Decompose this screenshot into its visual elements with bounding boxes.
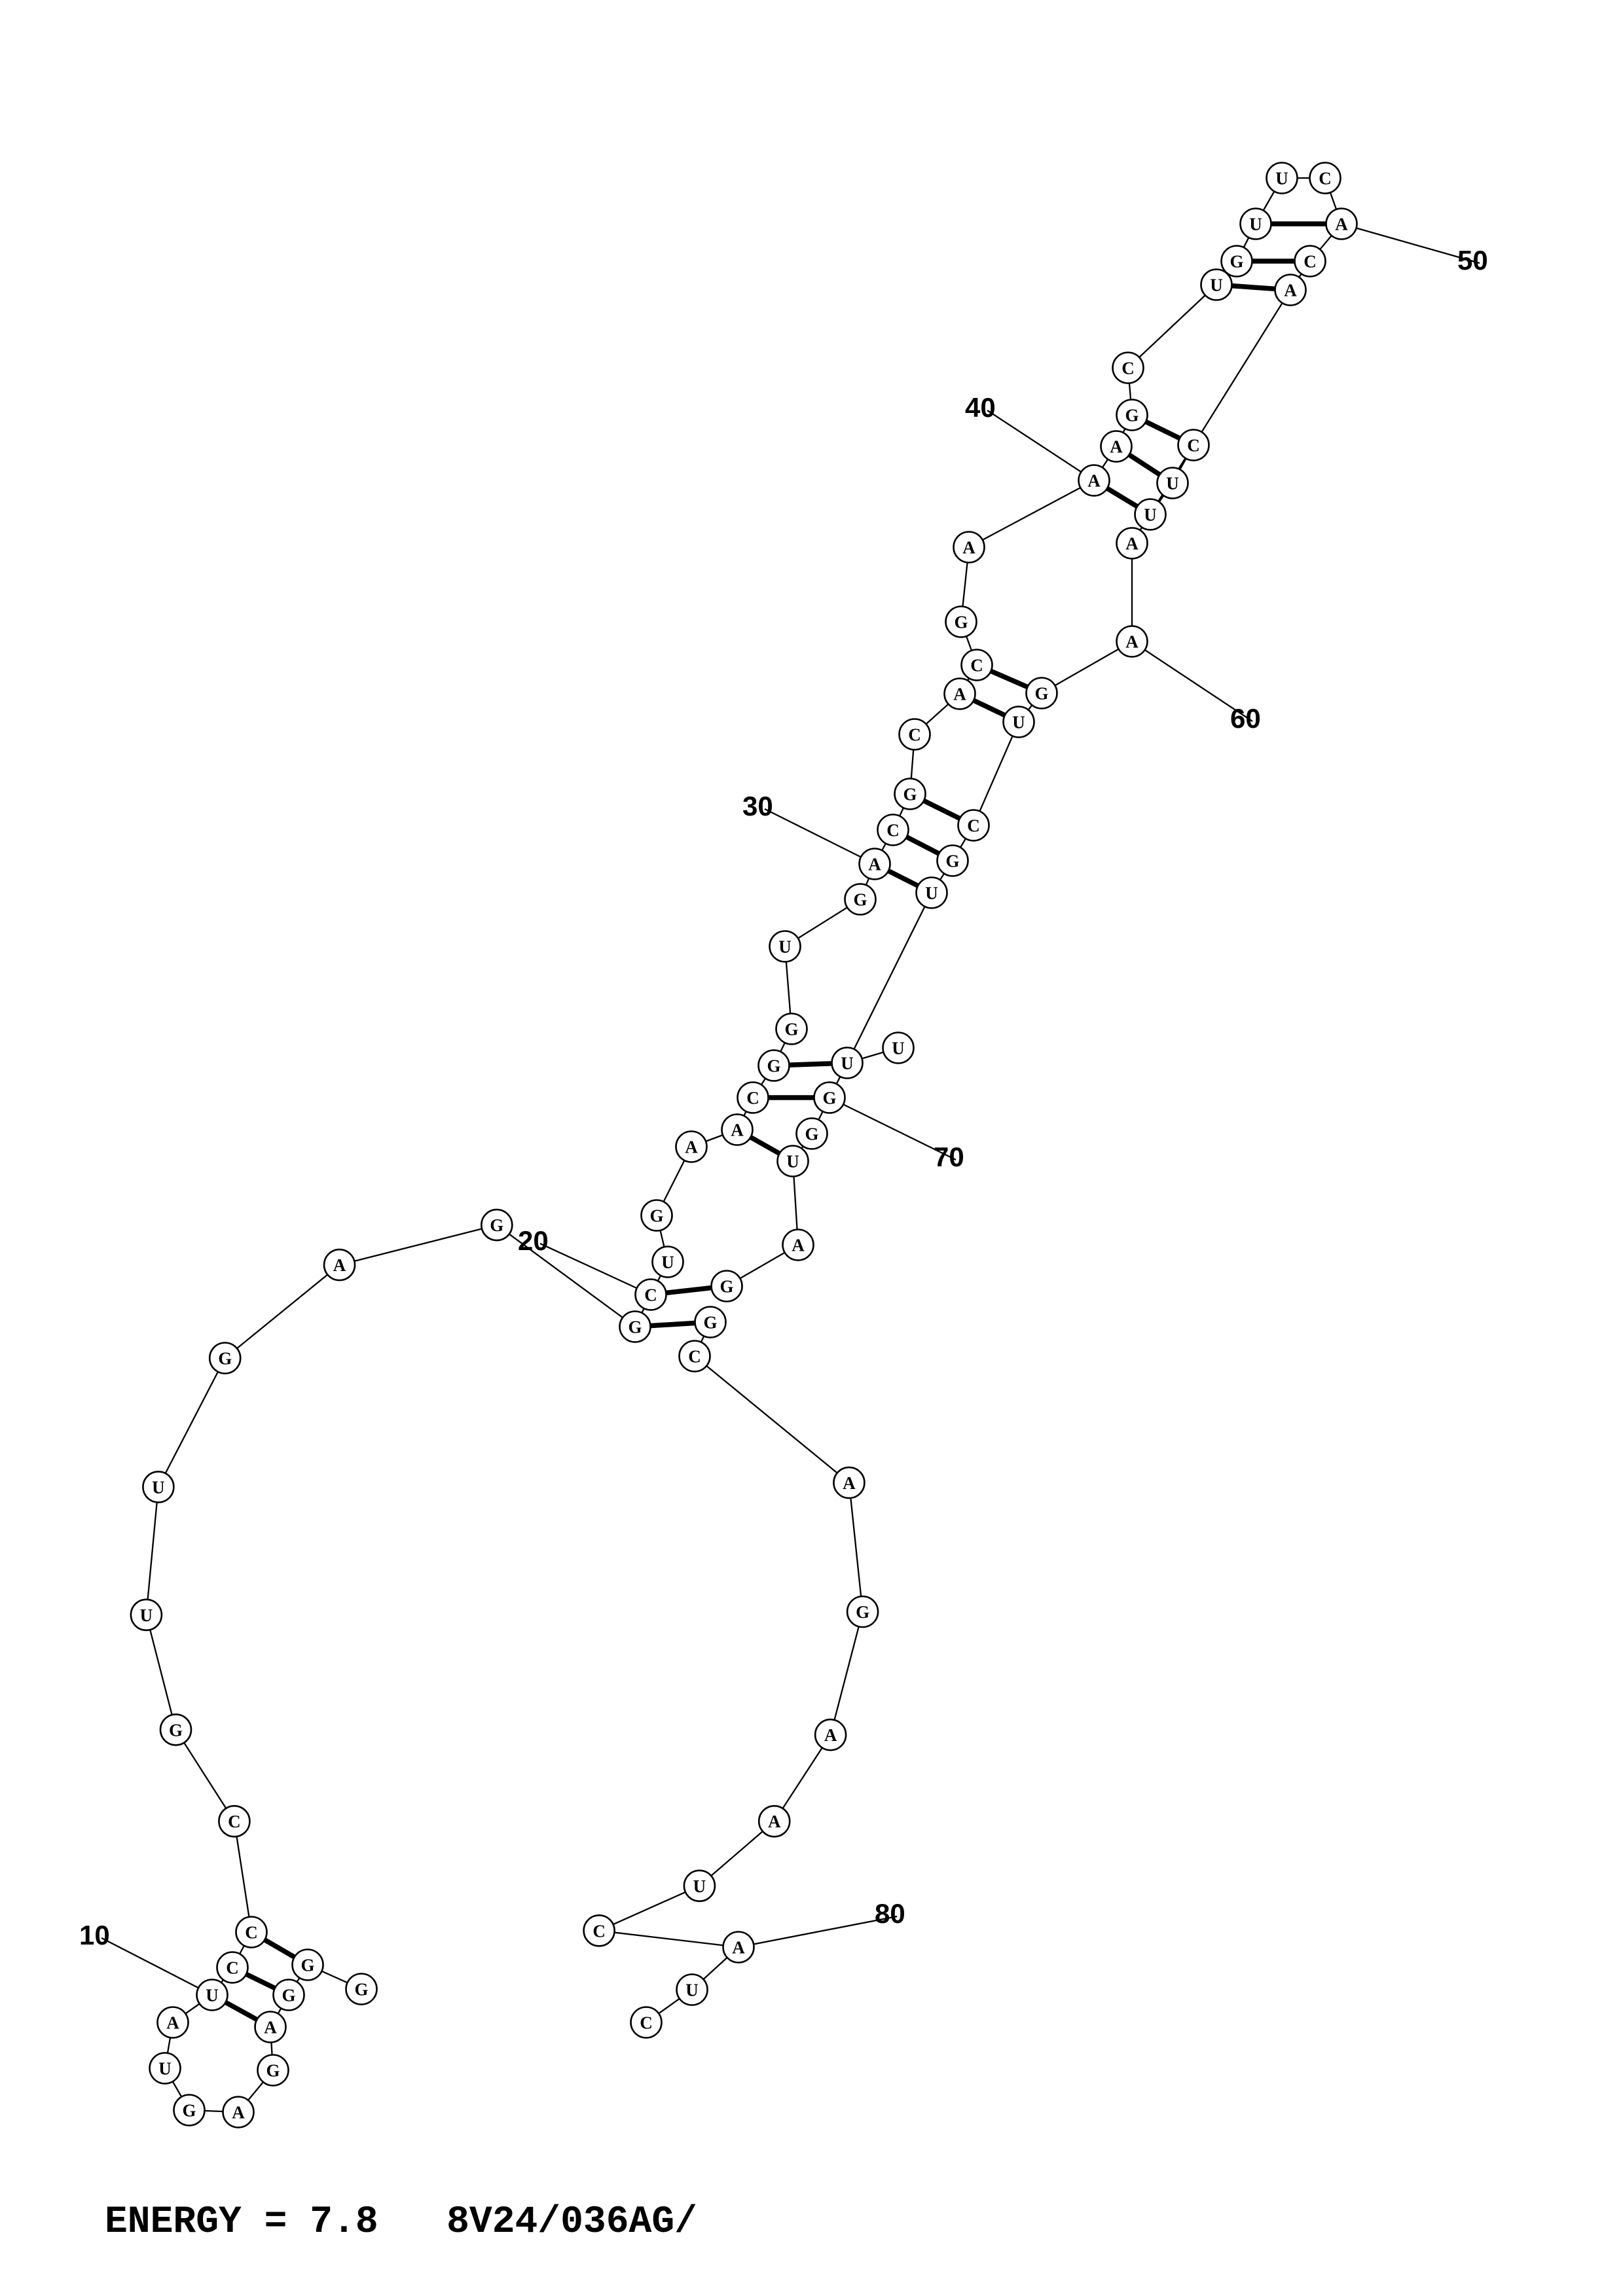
svg-text:G: G [282, 1986, 295, 2005]
svg-text:G: G [805, 1124, 818, 1144]
svg-text:C: C [640, 2013, 653, 2033]
svg-text:A: A [843, 1473, 856, 1493]
svg-text:A: A [731, 1121, 744, 1140]
svg-text:U: U [1012, 713, 1025, 732]
svg-text:A: A [792, 1236, 805, 1255]
svg-text:U: U [841, 1054, 854, 1073]
svg-text:A: A [962, 538, 976, 558]
svg-text:U: U [925, 884, 938, 903]
svg-text:A: A [732, 1938, 745, 1958]
svg-text:A: A [868, 855, 881, 874]
svg-text:U: U [206, 1986, 219, 2005]
svg-text:C: C [908, 725, 921, 745]
svg-text:G: G [266, 2061, 280, 2081]
svg-text:70: 70 [934, 1141, 964, 1172]
svg-text:A: A [1284, 281, 1297, 300]
svg-text:G: G [954, 613, 968, 632]
svg-text:C: C [226, 1958, 239, 1978]
svg-text:C: C [746, 1088, 759, 1108]
svg-text:U: U [1249, 215, 1262, 234]
svg-text:A: A [1335, 215, 1348, 234]
svg-text:C: C [1122, 359, 1135, 378]
svg-text:10: 10 [79, 1920, 110, 1950]
svg-text:G: G [628, 1318, 642, 1337]
svg-text:A: A [333, 1255, 346, 1275]
svg-text:G: G [301, 1956, 314, 1975]
svg-text:40: 40 [965, 392, 996, 423]
svg-text:A: A [685, 1138, 698, 1157]
svg-text:U: U [1275, 169, 1288, 188]
svg-text:U: U [786, 1152, 799, 1172]
svg-text:G: G [354, 1980, 368, 2000]
svg-text:U: U [152, 1477, 165, 1497]
svg-text:C: C [688, 1347, 701, 1367]
svg-text:G: G [182, 2101, 196, 2121]
svg-text:A: A [1110, 437, 1123, 457]
svg-text:U: U [661, 1253, 674, 1272]
svg-text:A: A [1125, 632, 1139, 652]
svg-text:80: 80 [875, 1898, 905, 1929]
svg-text:U: U [693, 1876, 706, 1896]
svg-text:G: G [649, 1206, 663, 1226]
svg-text:G: G [490, 1215, 503, 1235]
svg-text:A: A [264, 2018, 277, 2037]
svg-text:U: U [778, 937, 792, 957]
svg-text:G: G [169, 1720, 183, 1740]
svg-text:G: G [1034, 684, 1048, 704]
svg-text:G: G [218, 1349, 232, 1369]
svg-text:G: G [703, 1313, 717, 1333]
svg-text:60: 60 [1230, 703, 1261, 734]
svg-text:50: 50 [1457, 245, 1488, 276]
svg-text:G: G [822, 1088, 836, 1108]
svg-text:U: U [685, 1981, 699, 2000]
svg-text:G: G [856, 1602, 869, 1622]
svg-text:C: C [644, 1285, 657, 1305]
svg-text:G: G [784, 1020, 798, 1039]
svg-text:C: C [970, 656, 983, 675]
svg-text:G: G [903, 785, 917, 804]
svg-text:C: C [967, 816, 980, 836]
svg-text:G: G [1230, 252, 1243, 272]
svg-text:C: C [1304, 252, 1317, 272]
svg-text:U: U [1144, 505, 1157, 525]
svg-text:U: U [1166, 474, 1179, 493]
svg-text:A: A [953, 685, 966, 704]
svg-text:A: A [1087, 471, 1101, 491]
svg-text:20: 20 [518, 1225, 549, 1256]
svg-text:C: C [1187, 436, 1200, 456]
svg-text:G: G [1125, 406, 1139, 425]
svg-text:G: G [853, 890, 867, 910]
svg-text:U: U [158, 2059, 172, 2079]
svg-text:U: U [140, 1605, 153, 1625]
svg-text:G: G [945, 852, 959, 871]
svg-text:A: A [768, 1812, 781, 1831]
svg-text:A: A [824, 1725, 837, 1745]
svg-text:U: U [892, 1039, 905, 1058]
svg-text:G: G [720, 1277, 733, 1297]
svg-text:C: C [593, 1921, 606, 1941]
svg-text:A: A [1125, 534, 1139, 554]
svg-text:C: C [228, 1812, 241, 1831]
svg-text:A: A [232, 2103, 245, 2123]
svg-text:C: C [1319, 169, 1332, 188]
svg-text:A: A [166, 2013, 179, 2033]
svg-text:ENERGY = 7.8 8V24/036AG/: ENERGY = 7.8 8V24/036AG/ [105, 2201, 697, 2244]
svg-text:U: U [1210, 276, 1223, 295]
svg-text:C: C [245, 1923, 258, 1943]
svg-text:G: G [767, 1056, 780, 1076]
svg-text:C: C [886, 821, 900, 840]
svg-text:30: 30 [742, 791, 773, 821]
